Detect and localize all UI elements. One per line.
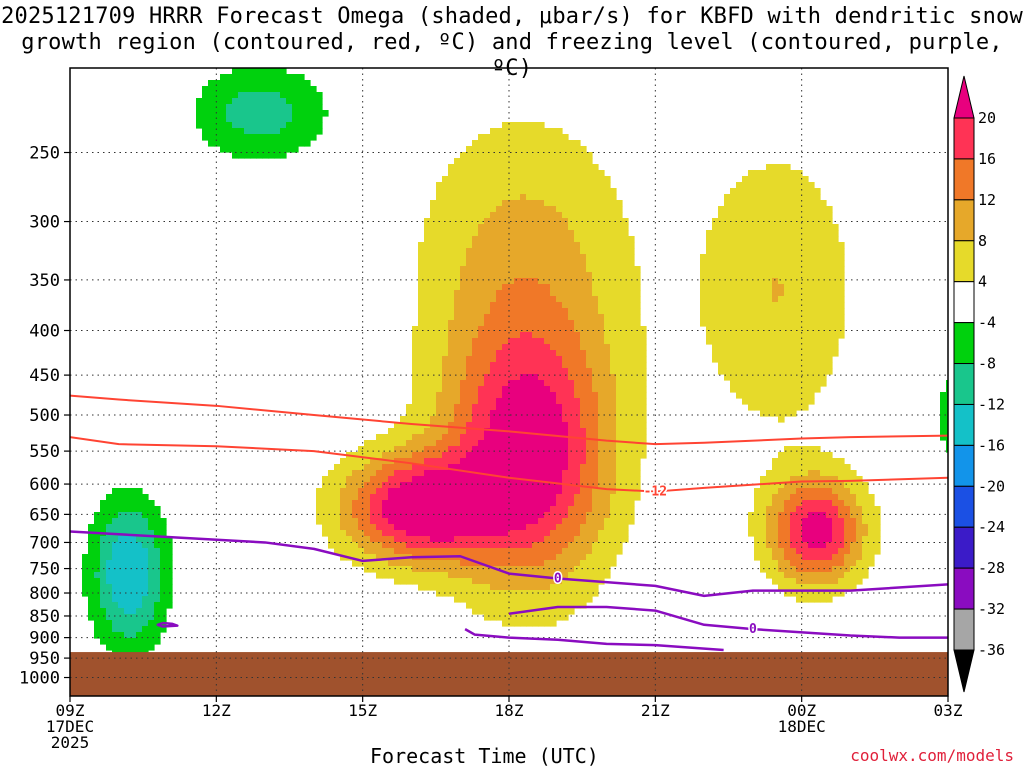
y-tick-label: 400 <box>29 322 60 342</box>
chart-title: 2025121709 HRRR Forecast Omega (shaded, … <box>1 4 1023 81</box>
y-tick-label: 350 <box>29 271 60 291</box>
x-tick-label: 15Z <box>348 701 377 720</box>
colorbar-box <box>953 485 975 528</box>
colorbar-label: -36 <box>978 641 1005 659</box>
colorbar-box <box>953 322 975 365</box>
colorbar-box <box>953 199 975 242</box>
colorbar-label: -28 <box>978 559 1005 577</box>
contour--12 <box>70 436 948 493</box>
source-credit: coolwx.com/models <box>850 746 1014 765</box>
colorbar-label: -4 <box>978 314 996 332</box>
grid <box>70 68 948 696</box>
y-tick-label: 550 <box>29 442 60 462</box>
colorbar-label: 20 <box>978 109 996 127</box>
y-tick-label: 1000 <box>19 669 60 689</box>
colorbar-box <box>953 444 975 487</box>
x-tick-label: 17DEC <box>46 717 94 736</box>
colorbar-bottom-arrow <box>953 649 975 693</box>
contour-label: 0 <box>554 572 562 587</box>
colorbar: 20 16 12 8 4 -4 -8 -12 -16 -20 -24 -28 -32 -36 <box>953 75 1005 693</box>
colorbar-label: 12 <box>978 191 996 209</box>
y-tick-label: 850 <box>29 607 60 627</box>
colorbar-label: -16 <box>978 436 1005 454</box>
colorbar-box <box>953 240 975 283</box>
contour-0-C-west-loop <box>156 621 179 628</box>
contour-label: -12 <box>644 485 667 500</box>
contour-0-C-upper <box>70 530 948 598</box>
y-tick-label: 500 <box>29 406 60 426</box>
x-tick-label: 03Z <box>934 701 963 720</box>
colorbar-box <box>953 526 975 569</box>
y-tick-label: 950 <box>29 649 60 669</box>
y-tick-label: 650 <box>29 505 60 525</box>
colorbar-label: 16 <box>978 150 996 168</box>
colorbar-label: 4 <box>978 273 987 291</box>
x-axis-label: Forecast Time (UTC) <box>370 744 599 768</box>
x-tick-label: 00Z <box>787 701 816 720</box>
contour--18 <box>70 394 948 446</box>
colorbar-label: -32 <box>978 600 1005 618</box>
colorbar-top-arrow <box>953 75 975 119</box>
contour-0-C-near-surface <box>464 628 724 652</box>
contour-0-C-lower <box>508 605 948 639</box>
y-tick-label: 700 <box>29 533 60 553</box>
colorbar-box <box>953 363 975 405</box>
colorbar-label: -24 <box>978 518 1005 536</box>
y-tick-label: 300 <box>29 213 60 233</box>
x-tick-label: 21Z <box>641 701 670 720</box>
colorbar-box <box>953 567 975 610</box>
x-tick-label: 18DEC <box>778 717 826 736</box>
colorbar-label: -20 <box>978 477 1005 495</box>
y-axis: 2503003504004505005506006507007508008509… <box>19 144 70 689</box>
y-tick-label: 600 <box>29 475 60 495</box>
colorbar-box <box>953 608 975 651</box>
colorbar-box <box>953 281 975 324</box>
y-tick-label: 450 <box>29 366 60 386</box>
y-tick-label: 800 <box>29 584 60 604</box>
y-tick-label: 900 <box>29 629 60 649</box>
contours: -12 0 0 <box>70 394 948 652</box>
colorbar-box <box>953 117 975 160</box>
x-tick-label: 12Z <box>202 701 231 720</box>
colorbar-box <box>953 403 975 446</box>
contour-label: 0 <box>749 622 757 637</box>
colorbar-box <box>953 158 975 201</box>
colorbar-label: -12 <box>978 395 1005 413</box>
x-tick-label: 2025 <box>51 733 90 752</box>
x-tick-label: 18Z <box>495 701 524 720</box>
y-tick-label: 250 <box>29 144 60 164</box>
colorbar-label: -8 <box>978 355 996 373</box>
y-tick-label: 750 <box>29 560 60 580</box>
x-tick-label: 09Z <box>56 701 85 720</box>
colorbar-label: 8 <box>978 232 987 250</box>
